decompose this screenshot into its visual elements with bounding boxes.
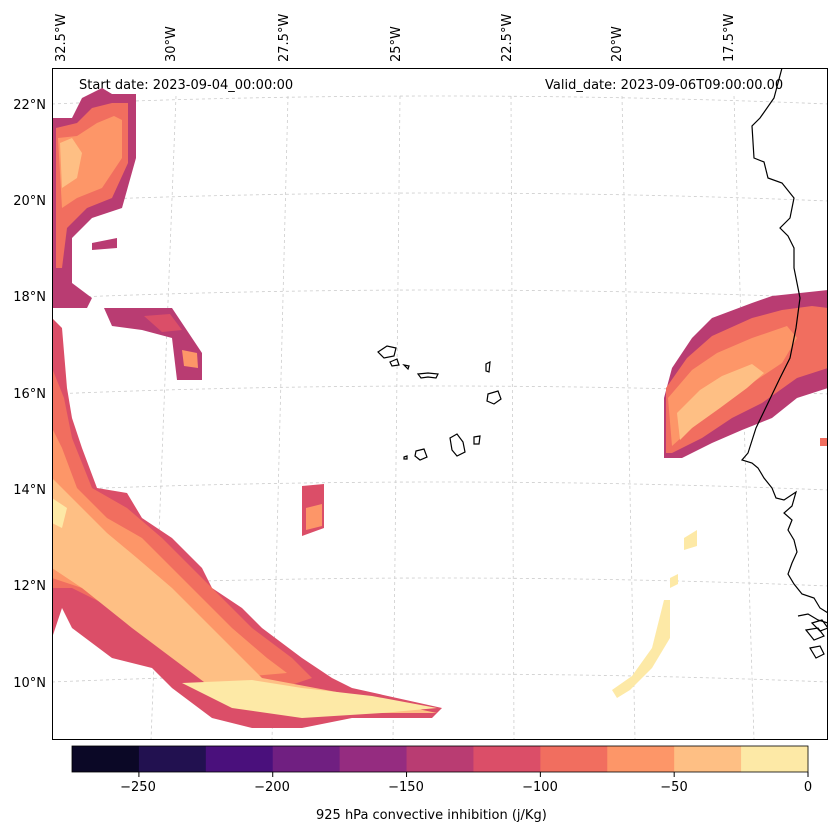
colorbar-tick-minus250: −250 [120,780,156,795]
colorbar-swatch [473,746,541,772]
lat-label-12n: 12°N [13,579,46,594]
colorbar-swatch [138,746,207,772]
colorbar-swatch [339,746,408,772]
colorbar-tick-minus150: −150 [388,780,424,795]
island-brava [403,455,408,460]
coastline-bijagos [810,619,828,632]
lon-label-20w: 20°W [610,26,625,62]
cin-blob-east-edge [820,438,828,446]
cin-region-east-core [677,364,764,440]
island-santo-antao [377,345,397,359]
lon-label-27-5w: 27.5°W [277,13,292,62]
colorbar-swatch [205,746,274,772]
colorbar-swatch [72,746,140,772]
african-coastline [740,68,828,659]
lat-label-22n: 22°N [13,98,46,113]
cin-region-west-core [60,138,82,188]
colorbar [71,745,809,777]
lon-label-30w: 30°W [164,26,179,62]
colorbar-swatches [72,746,809,772]
lat-label-10n: 10°N [13,676,46,691]
island-boa-vista [486,390,502,405]
valid-date-label: Valid_date: 2023-09-06T09:00:00.00 [545,78,784,93]
colorbar-tick-minus200: −200 [254,780,290,795]
cin-blob-island-core [182,350,198,368]
island-sal [485,360,491,373]
meridian-25w [392,95,401,740]
lat-label-16n: 16°N [13,387,46,402]
parallel-20n [52,192,828,202]
cin-region-west-inner [58,116,122,208]
coastline-guinea-bissau [797,613,828,659]
colorbar-label: 925 hPa convective inhibition (j/Kg) [316,808,547,823]
colorbar-ticks [138,772,809,777]
island-maio [473,435,481,445]
cin-streak-east-light [612,530,697,698]
colorbar-tick-minus50: −50 [660,780,688,795]
colorbar-frame [71,745,809,773]
cin-field-west [52,88,442,728]
plot-frame [52,68,828,740]
cin-blob-central-inner [306,504,322,530]
lon-label-25w: 25°W [389,26,404,62]
island-santiago [449,433,466,457]
lon-label-22-5w: 22.5°W [500,13,515,62]
map-plot [52,68,828,740]
island-fogo [414,448,428,461]
island-sao-nicolau [416,372,439,379]
cape-verde-islands [377,345,502,461]
meridian-22-5w [510,95,515,740]
cin-southwest-band-core [52,478,437,713]
meridian-17-5w [733,95,755,740]
colorbar-swatch [272,746,341,772]
lon-label-32-5w: 32.5°W [54,13,69,62]
colorbar-swatch [674,746,742,772]
colorbar-tick-0: 0 [803,780,813,795]
lat-label-18n: 18°N [13,290,46,305]
colorbar-swatch [406,746,474,772]
meridian-20w [621,95,636,740]
parallel-22n [52,95,828,105]
cin-blob-island-inner [144,314,182,332]
colorbar-tick-minus100: −100 [522,780,558,795]
start-date-label: Start date: 2023-09-04_00:00:00 [79,78,294,93]
parallel-18n [52,289,828,299]
island-sao-vicente [389,358,400,367]
parallel-16n [52,385,828,395]
lon-label-17-5w: 17.5°W [722,13,737,62]
cin-field-east [612,290,828,698]
lat-label-20n: 20°N [13,194,46,209]
colorbar-swatch [607,746,675,772]
cin-blob-small [92,238,117,250]
colorbar-swatch [540,746,608,772]
island-santa-luzia [402,364,410,371]
lat-label-14n: 14°N [13,483,46,498]
meridian-27-5w [271,95,289,740]
coastline-mauritania-senegal [740,68,828,614]
parallel-14n [52,481,828,491]
colorbar-swatch [741,746,809,772]
